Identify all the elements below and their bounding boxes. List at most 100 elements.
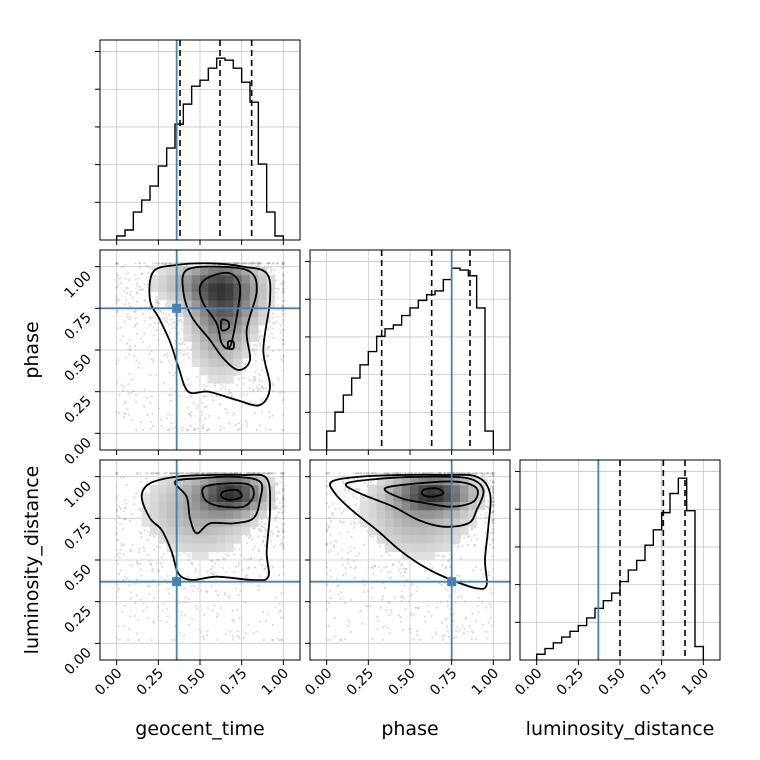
panel-geocent-time-vs-luminosity-distance-scatter-point <box>185 472 188 475</box>
panel-geocent-time-vs-luminosity-distance-scatter-point <box>190 472 193 475</box>
panel-geocent-time-vs-phase-density-cell <box>208 325 217 334</box>
panel-phase-vs-luminosity-distance-scatter-point <box>484 532 487 535</box>
panel-geocent-time-vs-phase-density-cell <box>150 283 159 292</box>
panel-phase-vs-luminosity-distance-scatter-point <box>492 475 495 478</box>
panel-geocent-time-vs-phase-density-cell <box>225 350 234 359</box>
panel-geocent-time-vs-phase-scatter-point <box>282 335 285 338</box>
panel-phase-vs-luminosity-distance-scatter-point <box>490 606 493 609</box>
panel-geocent-time-vs-luminosity-distance-scatter-point <box>229 630 232 633</box>
panel-phase-vs-luminosity-distance-density-cell <box>401 501 411 511</box>
panel-phase-vs-luminosity-distance-density-cell <box>418 526 427 536</box>
panel-geocent-time-vs-luminosity-distance-scatter-point <box>269 472 272 475</box>
panel-geocent-time-vs-phase-scatter-point <box>282 320 285 323</box>
panel-phase-vs-luminosity-distance-scatter-point <box>355 565 358 568</box>
panel-geocent-time-vs-phase-scatter-point <box>139 420 143 424</box>
panel-geocent-time-vs-luminosity-distance-scatter-point <box>160 555 163 558</box>
panel-geocent-time-vs-luminosity-distance-scatter-point <box>115 508 118 512</box>
panel-geocent-time-vs-phase-scatter-point <box>187 428 190 432</box>
panel-geocent-time-vs-luminosity-distance-scatter-point <box>122 528 125 531</box>
panel-geocent-time-vs-luminosity-distance-scatter-point <box>237 561 241 564</box>
panel-geocent-time-vs-phase-scatter-point <box>237 427 241 431</box>
panel-geocent-time-vs-phase-scatter-point <box>282 262 285 265</box>
panel-geocent-time-vs-luminosity-distance-scatter-point <box>118 505 121 508</box>
panel-phase-vs-luminosity-distance-scatter-point <box>328 638 331 641</box>
panel-phase-vs-luminosity-distance-scatter-point <box>453 472 456 475</box>
panel-geocent-time-vs-luminosity-distance-scatter-point <box>245 541 249 545</box>
panel-geocent-time-vs-luminosity-distance-scatter-point <box>187 472 190 475</box>
panel-geocent-time-vs-luminosity-distance-scatter-point <box>257 528 260 531</box>
panel-phase-vs-luminosity-distance-scatter-point <box>491 624 494 627</box>
panel-phase-vs-luminosity-distance-xtick-label-1: 0.25 <box>344 666 377 699</box>
panel-phase-vs-luminosity-distance-scatter-point <box>405 567 408 571</box>
panel-geocent-time-vs-phase-scatter-point <box>179 319 183 322</box>
panel-geocent-time-vs-phase-scatter-point <box>124 412 127 416</box>
panel-phase-vs-luminosity-distance-scatter-point <box>385 472 388 475</box>
panel-geocent-time-vs-luminosity-distance-scatter-point <box>154 472 157 475</box>
panel-phase-vs-luminosity-distance-scatter-point <box>346 531 350 534</box>
panel-phase-vs-luminosity-distance-scatter-point <box>364 605 367 608</box>
panel-geocent-time-vs-luminosity-distance-scatter-point <box>216 613 219 616</box>
panel-geocent-time-vs-luminosity-distance-scatter-point <box>122 476 126 479</box>
panel-phase-vs-luminosity-distance-scatter-point <box>492 472 495 475</box>
panel-geocent-time-vs-luminosity-distance-scatter-point <box>157 472 160 475</box>
panel-geocent-time-vs-luminosity-distance-density-cell <box>225 493 234 502</box>
panel-geocent-time-vs-luminosity-distance-scatter-point <box>124 507 127 510</box>
panel-geocent-time-vs-phase-scatter-point <box>242 393 245 396</box>
panel-geocent-time-vs-phase-scatter-point <box>279 283 282 286</box>
panel-geocent-time-vs-luminosity-distance-scatter-point <box>282 487 285 491</box>
panel-geocent-time-vs-phase-scatter-point <box>258 342 262 345</box>
panel-geocent-time-vs-phase-scatter-point <box>261 386 264 389</box>
panel-geocent-time-vs-luminosity-distance-scatter-point <box>282 497 285 500</box>
panel-geocent-time-vs-phase-density-cell <box>241 333 251 342</box>
panel-phase-vs-luminosity-distance-scatter-point <box>458 629 462 632</box>
panel-geocent-time-vs-luminosity-distance-scatter-point <box>282 496 285 499</box>
panel-geocent-time-vs-luminosity-distance-scatter-point <box>277 530 280 533</box>
panel-geocent-time-vs-luminosity-distance-scatter-point <box>282 490 285 493</box>
panel-phase-vs-luminosity-distance-scatter-point <box>413 472 417 475</box>
panel-phase-vs-luminosity-distance-scatter-point <box>329 534 332 537</box>
panel-phase-vs-luminosity-distance-scatter-point <box>478 472 481 475</box>
panel-phase-vs-luminosity-distance-scatter-point <box>385 609 388 612</box>
panel-geocent-time-vs-phase-scatter-point <box>224 388 227 391</box>
panel-geocent-time-vs-phase-density-cell <box>208 308 217 317</box>
panel-geocent-time-vs-luminosity-distance-scatter-point <box>282 475 285 478</box>
panel-phase-vs-luminosity-distance-scatter-point <box>439 472 442 475</box>
panel-geocent-time-vs-luminosity-distance-scatter-point <box>195 472 198 475</box>
panel-phase-vs-luminosity-distance-scatter-point <box>492 519 495 522</box>
panel-geocent-time-vs-phase-scatter-point <box>189 395 192 398</box>
panel-geocent-time-vs-phase-scatter-point <box>195 375 198 378</box>
panel-geocent-time-vs-luminosity-distance-scatter-point <box>270 539 273 543</box>
panel-phase-vs-luminosity-distance-scatter-point <box>447 472 450 475</box>
panel-geocent-time-vs-phase-scatter-point <box>178 395 181 398</box>
panel-geocent-time-vs-luminosity-distance-scatter-point <box>188 555 192 558</box>
panel-geocent-time-vs-phase-density-cell <box>191 358 201 367</box>
panel-geocent-time-vs-phase-scatter-point <box>196 404 200 407</box>
panel-geocent-time-vs-luminosity-distance-scatter-point <box>208 472 211 475</box>
panel-phase-vs-luminosity-distance-scatter-point <box>374 472 377 475</box>
panel-geocent-time-vs-phase-scatter-point <box>125 298 128 302</box>
panel-geocent-time-vs-luminosity-distance-scatter-point <box>129 549 132 553</box>
panel-geocent-time-vs-luminosity-distance-scatter-point <box>253 566 257 569</box>
panel-geocent-time-vs-luminosity-distance-scatter-point <box>259 472 263 475</box>
panel-geocent-time-vs-phase-scatter-point <box>156 301 159 304</box>
panel-phase-vs-luminosity-distance-scatter-point <box>453 590 457 593</box>
panel-phase-vs-luminosity-distance-density-cell <box>460 526 469 536</box>
panel-geocent-time-vs-luminosity-distance-scatter-point <box>261 540 265 543</box>
panel-geocent-time-vs-phase-density-cell <box>250 283 259 292</box>
panel-geocent-time-vs-phase-ytick-label-2: 0.50 <box>61 352 94 385</box>
panel-geocent-time-vs-luminosity-distance-scatter-point <box>194 567 197 570</box>
panel-phase-vs-luminosity-distance-plot-area <box>310 460 510 660</box>
panel-phase-vs-luminosity-distance-scatter-point <box>429 472 432 475</box>
panel-geocent-time-vs-luminosity-distance-scatter-point <box>160 576 163 579</box>
panel-geocent-time-vs-phase-scatter-point <box>275 262 279 265</box>
panel-phase-vs-luminosity-distance-scatter-point <box>466 630 469 633</box>
panel-geocent-time-vs-luminosity-distance-scatter-point <box>282 508 285 511</box>
panel-geocent-time-vs-phase-scatter-point <box>272 262 275 265</box>
panel-phase-vs-luminosity-distance-scatter-point <box>489 616 493 619</box>
panel-geocent-time-vs-luminosity-distance-scatter-point <box>282 504 285 507</box>
panel-geocent-time-vs-phase-scatter-point <box>129 345 132 348</box>
panel-geocent-time-vs-luminosity-distance-scatter-point <box>184 596 187 599</box>
panel-geocent-time-vs-luminosity-distance-scatter-point <box>158 570 161 573</box>
panel-geocent-time-vs-luminosity-distance-scatter-point <box>250 472 253 475</box>
panel-geocent-time-vs-luminosity-distance-density-cell <box>158 476 167 486</box>
